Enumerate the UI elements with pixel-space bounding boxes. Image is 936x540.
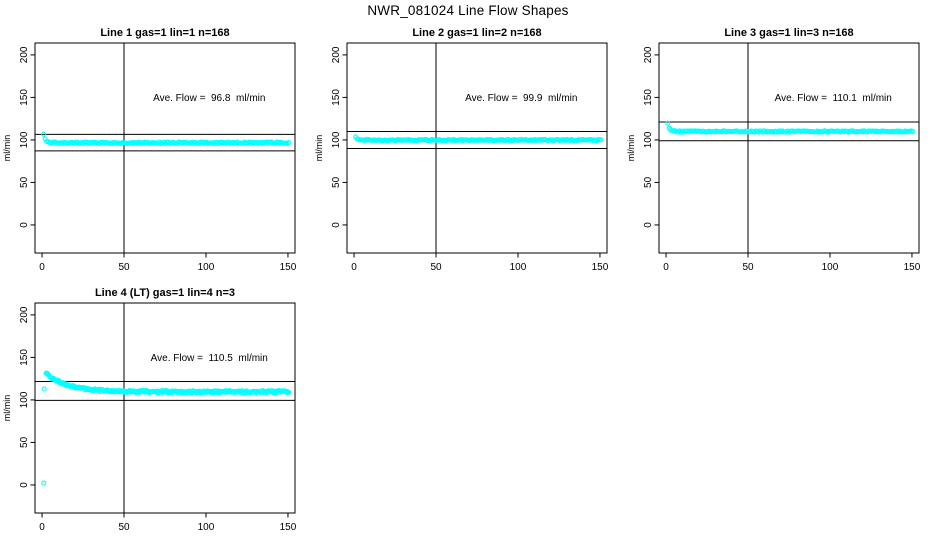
plot-canvas: Line 2 gas=1 lin=2 n=168 0 50 100 150 0 50 100 1… [314, 27, 609, 273]
x-tick-label: 100 [510, 262, 527, 273]
plot-line-2: Line 2 gas=1 lin=2 n=168 0 50 100 150 0 50 100 1… [312, 20, 624, 280]
data-point [41, 386, 47, 392]
y-tick-label: 200 [19, 46, 30, 63]
y-tick-label: 0 [19, 222, 30, 228]
y-axis-label: ml/min [314, 135, 324, 162]
y-tick-label: 100 [643, 131, 654, 148]
y-tick-label: 100 [19, 391, 30, 408]
y-tick-label: 50 [19, 436, 30, 448]
x-tick-label: 150 [904, 262, 921, 273]
x-tick-label: 0 [39, 522, 45, 533]
x-tick-label: 0 [39, 262, 45, 273]
y-tick-label: 200 [331, 46, 342, 63]
data-point [665, 120, 671, 126]
plot-title: Line 4 (LT) gas=1 lin=4 n=3 [95, 287, 235, 299]
y-tick-label: 0 [331, 222, 342, 228]
y-axis-label: ml/min [626, 135, 636, 162]
data-points [41, 131, 292, 147]
data-point [598, 137, 604, 143]
plot-line-3: Line 3 gas=1 lin=3 n=168 0 50 100 150 0 50 100 1… [624, 20, 936, 280]
data-point [910, 129, 916, 135]
plot-title: Line 1 gas=1 lin=1 n=168 [100, 27, 229, 39]
x-tick-label: 50 [118, 522, 130, 533]
plot-canvas: Line 3 gas=1 lin=3 n=168 0 50 100 150 0 50 100 1… [626, 27, 921, 273]
y-tick-label: 150 [331, 89, 342, 106]
ave-flow-annotation: Ave. Flow = 96.8 ml/min [153, 93, 265, 104]
y-tick-label: 50 [19, 176, 30, 188]
data-points [353, 134, 604, 144]
x-tick-label: 150 [280, 522, 297, 533]
x-tick-label: 100 [822, 262, 839, 273]
data-point [41, 480, 47, 486]
ave-flow-annotation: Ave. Flow = 110.5 ml/min [151, 353, 268, 364]
plot-line-4: Line 4 (LT) gas=1 lin=4 n=3 0 50 100 150 0 50 1… [0, 280, 312, 540]
plot-title: Line 3 gas=1 lin=3 n=168 [724, 27, 853, 39]
y-tick-label: 0 [19, 482, 30, 488]
plot-box [658, 42, 920, 254]
x-tick-label: 50 [742, 262, 754, 273]
plot-box [346, 42, 608, 254]
data-points [41, 370, 292, 486]
plot-title: Line 2 gas=1 lin=2 n=168 [412, 27, 541, 39]
x-tick-label: 0 [351, 262, 357, 273]
y-tick-label: 150 [19, 89, 30, 106]
plot-canvas: Line 1 gas=1 lin=1 n=168 0 50 100 150 0 50 100 1… [2, 27, 297, 273]
y-tick-label: 150 [643, 89, 654, 106]
y-tick-label: 100 [19, 131, 30, 148]
x-tick-label: 50 [118, 262, 130, 273]
x-tick-label: 150 [592, 262, 609, 273]
ave-flow-annotation: Ave. Flow = 99.9 ml/min [465, 93, 577, 104]
y-tick-label: 0 [643, 222, 654, 228]
plot-box [34, 302, 296, 514]
data-points [665, 120, 916, 135]
x-tick-label: 100 [198, 522, 215, 533]
x-tick-label: 0 [663, 262, 669, 273]
figure-title: NWR_081024 Line Flow Shapes [367, 3, 569, 18]
y-axis-label: ml/min [2, 135, 12, 162]
data-point [286, 389, 292, 396]
y-tick-label: 100 [331, 131, 342, 148]
x-tick-label: 150 [280, 262, 297, 273]
ave-flow-annotation: Ave. Flow = 110.1 ml/min [775, 93, 892, 104]
plot-box [34, 42, 296, 254]
y-tick-label: 200 [19, 306, 30, 323]
y-tick-label: 50 [331, 176, 342, 188]
y-tick-label: 50 [643, 176, 654, 188]
x-tick-label: 100 [198, 262, 215, 273]
data-point [41, 131, 47, 137]
data-point [286, 140, 292, 146]
y-tick-label: 150 [19, 349, 30, 366]
plot-canvas: Line 4 (LT) gas=1 lin=4 n=3 0 50 100 150 0 50 1… [2, 287, 297, 533]
x-tick-label: 50 [430, 262, 442, 273]
y-axis-label: ml/min [2, 395, 12, 422]
y-tick-label: 200 [643, 46, 654, 63]
plot-line-1: Line 1 gas=1 lin=1 n=168 0 50 100 150 0 50 100 1… [0, 20, 312, 280]
